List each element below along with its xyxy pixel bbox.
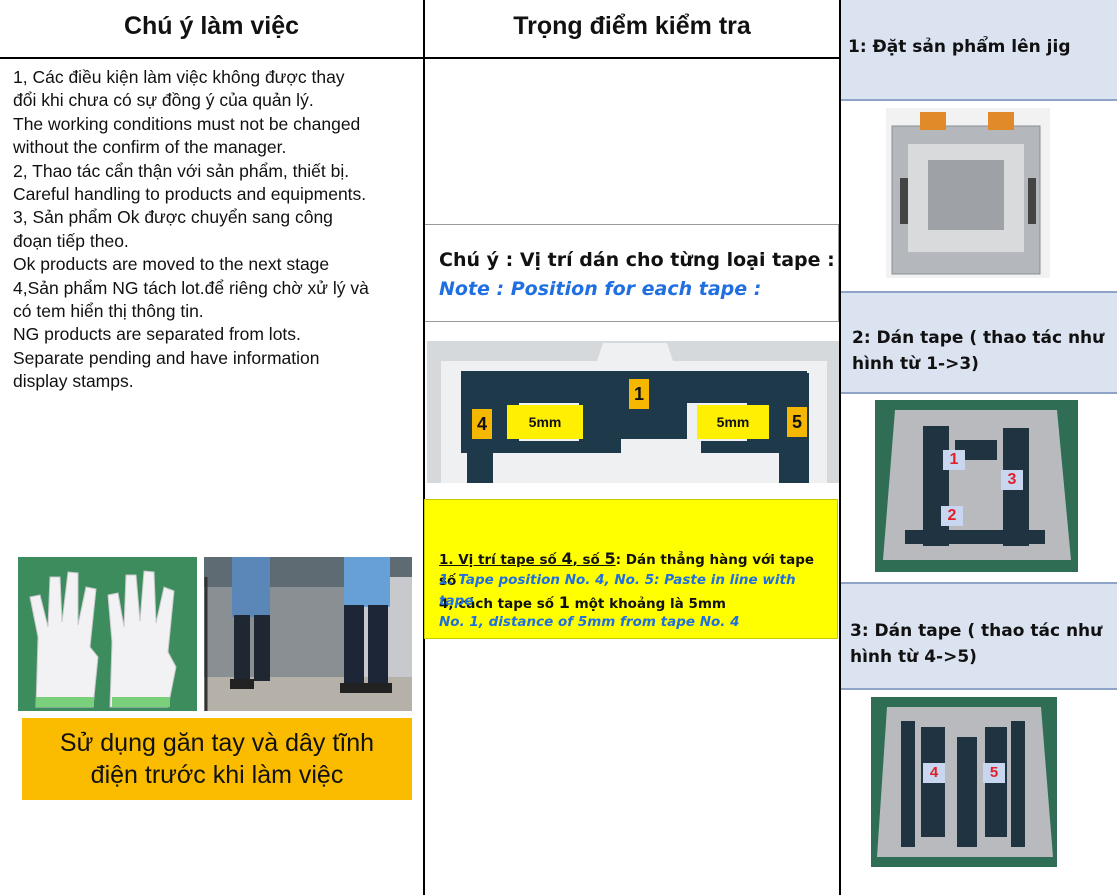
- glove-photo: [18, 557, 197, 711]
- note-vi: Chú ý : Vị trí dán cho từng loại tape :: [439, 249, 835, 271]
- instruction-en: 1. Tape position No. 4, No. 5: Paste in …: [439, 572, 796, 630]
- instr-suffix: một khoảng là 5mm: [569, 596, 726, 612]
- instr-mid1: , số: [572, 552, 605, 568]
- step-2-title: 2: Dán tape ( thao tác như hình từ 1->3): [852, 328, 1105, 374]
- gap-label-right: 5mm: [697, 405, 769, 439]
- column-divider-2: [839, 0, 841, 895]
- tape-label-4: 4: [472, 409, 492, 439]
- step-1-title: 1: Đặt sản phẩm lên jig: [848, 37, 1071, 57]
- marker-3: 3: [1001, 470, 1023, 490]
- step-3-title: 3: Dán tape ( thao tác như hình từ 4->5): [850, 621, 1103, 667]
- note-en: Note : Position for each tape :: [439, 278, 762, 300]
- instr-n2: 5: [604, 549, 616, 568]
- instr-prefix: 1. Vị trí tape số: [439, 552, 562, 568]
- tape-position-diagram: 1 4 5 5mm 5mm: [427, 341, 839, 483]
- step-3-tape-photo: 4 5: [871, 697, 1057, 867]
- step-1-jig-photo: [886, 108, 1050, 278]
- note-box: Chú ý : Vị trí dán cho từng loại tape : …: [425, 224, 839, 322]
- work-notes-header: Chú ý làm việc: [123, 12, 300, 40]
- instr-n3: 1: [558, 593, 570, 612]
- inspection-points-header: Trọng điểm kiểm tra: [513, 12, 751, 40]
- workers-esd-photo: [204, 557, 412, 711]
- esd-banner: Sử dụng găn tay và dây tĩnh điện trước k…: [22, 718, 412, 800]
- marker-2: 2: [941, 506, 963, 526]
- instruction-vi: 1. Vị trí tape số 4, số 5: Dán thẳng hàn…: [439, 527, 831, 615]
- instruction-box: 1. Vị trí tape số 4, số 5: Dán thẳng hàn…: [424, 499, 838, 639]
- marker-4: 4: [923, 763, 945, 783]
- step-1-header: 1: Đặt sản phẩm lên jig: [841, 0, 1117, 101]
- step-2-header: 2: Dán tape ( thao tác như hình từ 1->3): [841, 291, 1117, 394]
- marker-1: 1: [943, 450, 965, 470]
- esd-banner-text: Sử dụng găn tay và dây tĩnh điện trước k…: [59, 729, 375, 789]
- step-3-header: 3: Dán tape ( thao tác như hình từ 4->5): [841, 582, 1117, 690]
- tape-label-1: 1: [629, 379, 649, 409]
- step-2-tape-photo: 1 2 3: [875, 400, 1078, 572]
- tape-label-5: 5: [787, 407, 807, 437]
- instr-n1: 4: [561, 549, 573, 568]
- column-divider-1: [423, 0, 425, 895]
- instr-mid2: : Dán thẳng hàng với tape số 4, cách tap…: [439, 552, 815, 612]
- gap-label-left: 5mm: [507, 405, 583, 439]
- work-notes-text: 1, Các điều kiện làm việc không được tha…: [13, 67, 369, 392]
- marker-5: 5: [983, 763, 1005, 783]
- header-divider-left: [0, 57, 840, 59]
